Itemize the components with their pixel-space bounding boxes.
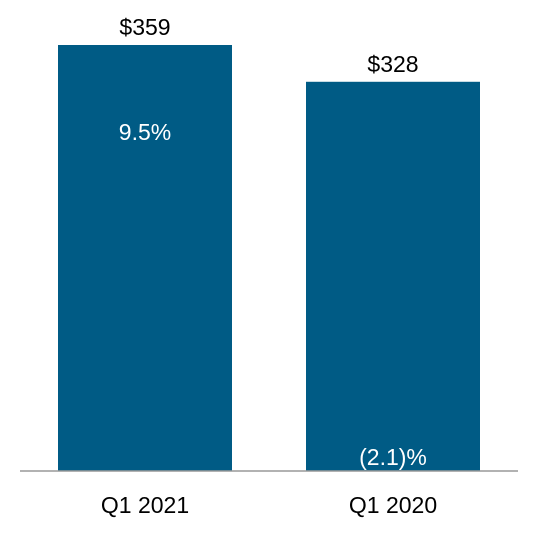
bar-1: [306, 81, 480, 471]
bar-value-label-1: $328: [367, 51, 418, 77]
bar-change-label-0: 9.5%: [119, 119, 171, 145]
bars-group: [58, 45, 480, 471]
bar-0: [58, 45, 232, 471]
bar-change-label-1: (2.1)%: [359, 444, 427, 470]
labels-group: $359 9.5% Q1 2021 $328 (2.1)% Q1 2020: [101, 14, 437, 518]
bar-value-label-0: $359: [119, 14, 170, 40]
x-tick-label-0: Q1 2021: [101, 492, 189, 518]
x-tick-label-1: Q1 2020: [349, 492, 437, 518]
